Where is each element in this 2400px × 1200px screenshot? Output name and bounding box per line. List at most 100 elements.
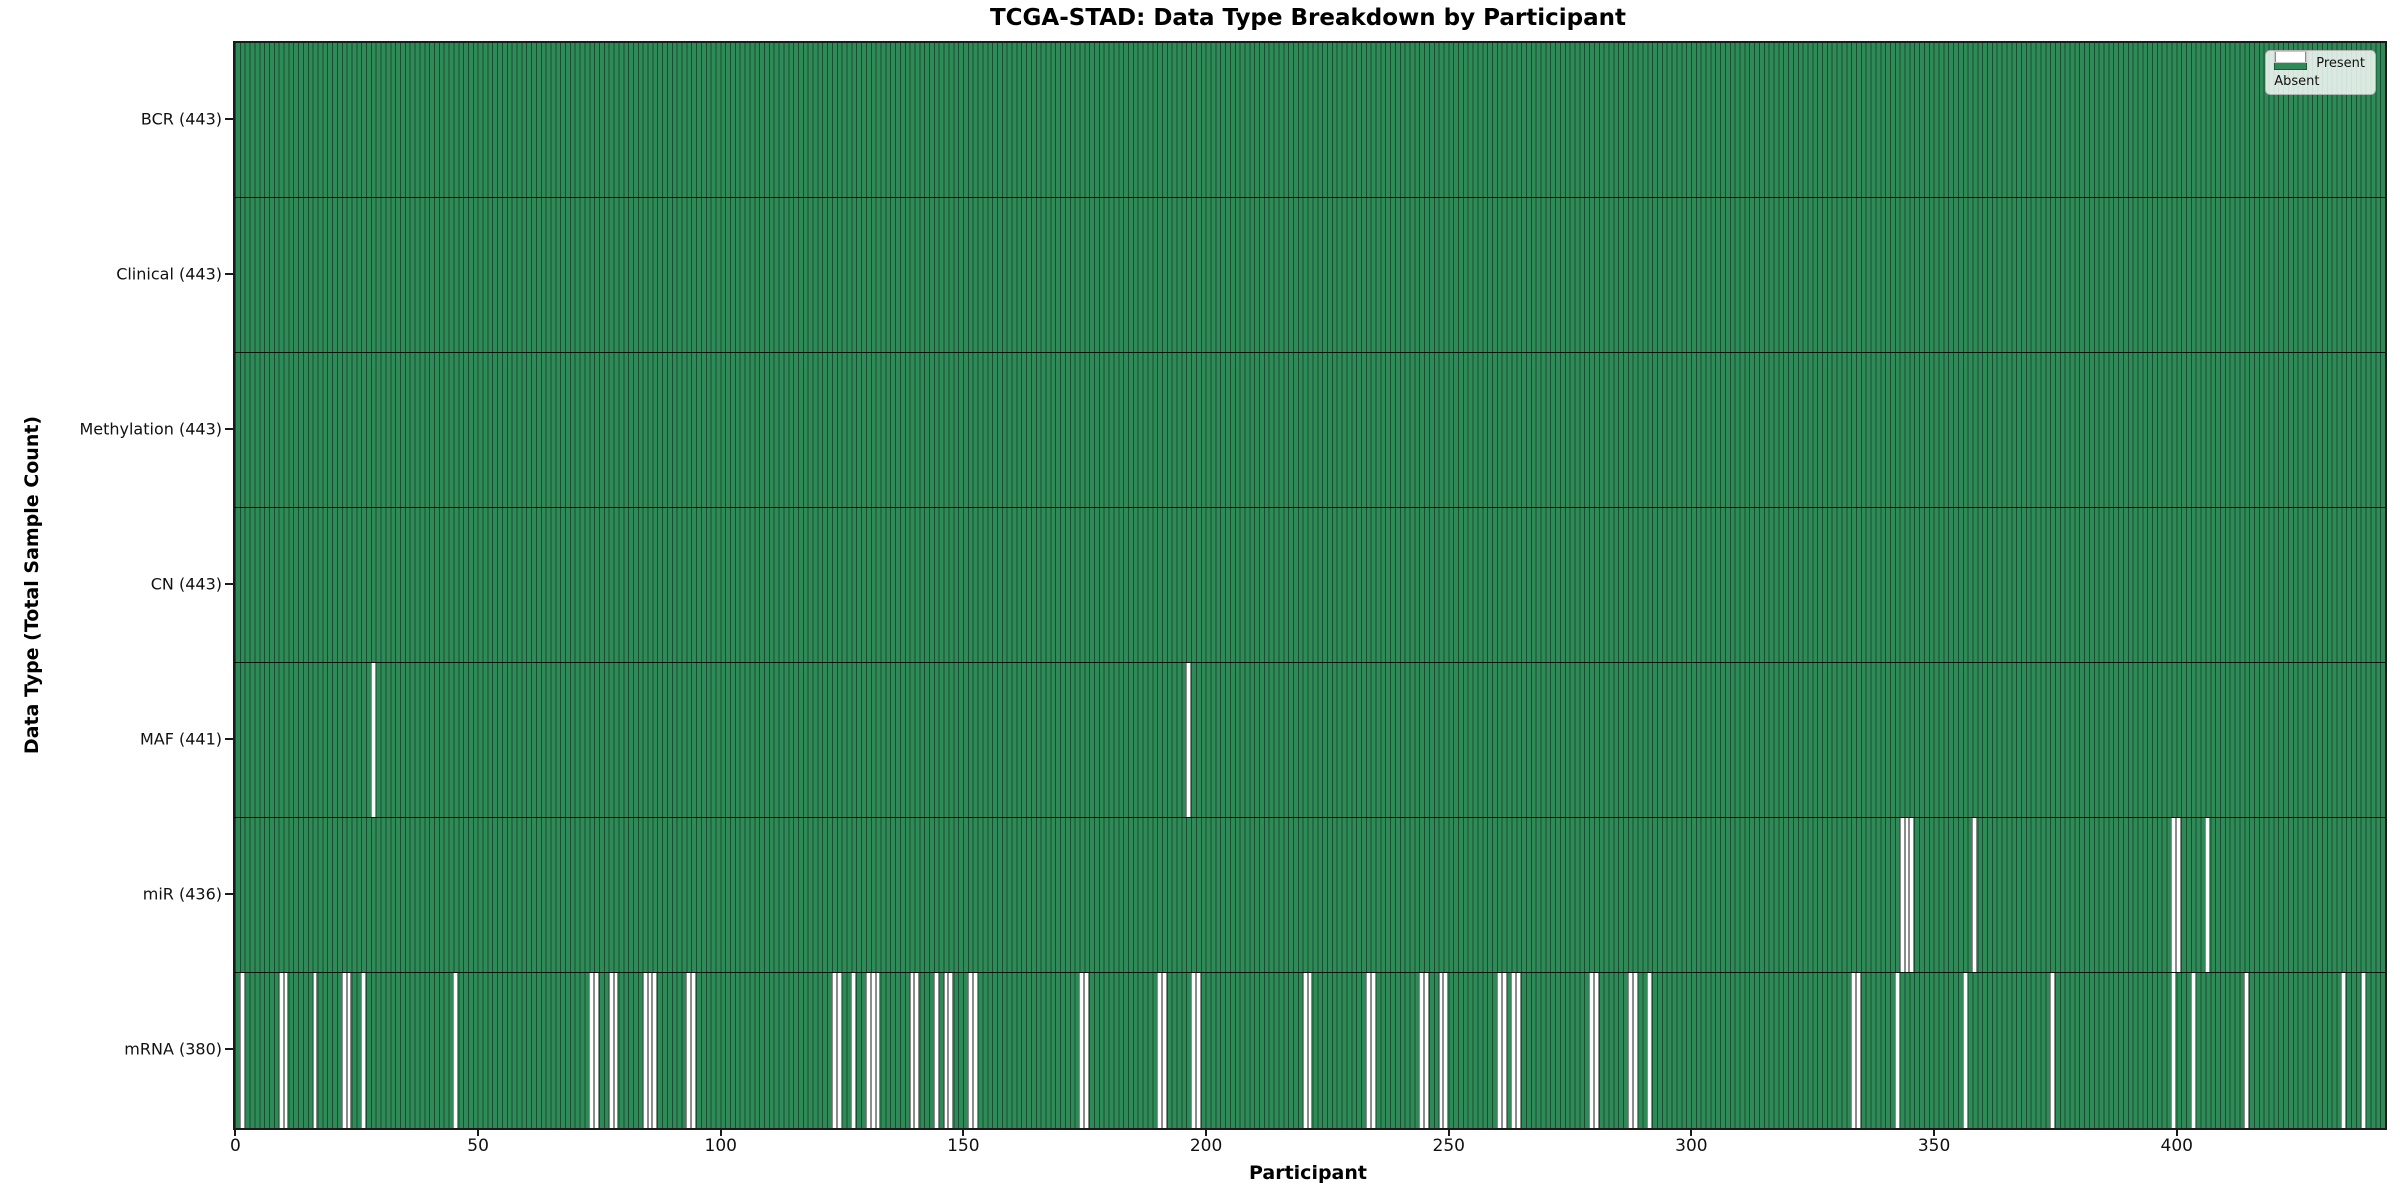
absent-bar bbox=[1161, 973, 1167, 1128]
absent-bar bbox=[2190, 973, 2196, 1128]
absent-bar bbox=[1084, 973, 1090, 1128]
absent-bar bbox=[1307, 973, 1313, 1128]
x-tick-mark bbox=[1205, 1128, 1208, 1136]
absent-bar bbox=[686, 973, 692, 1128]
absent-bar bbox=[1511, 973, 1517, 1128]
absent-bar bbox=[1186, 663, 1192, 817]
row-cn bbox=[235, 508, 2385, 663]
absent-bar bbox=[1365, 973, 1371, 1128]
x-tick-label-150: 150 bbox=[947, 1136, 980, 1156]
y-tick-label-mir: miR (436) bbox=[142, 884, 222, 903]
absent-bar bbox=[1370, 973, 1376, 1128]
absent-bar bbox=[361, 973, 367, 1128]
absent-bar bbox=[933, 973, 939, 1128]
absent-bar bbox=[1632, 973, 1638, 1128]
absent-bar bbox=[2244, 973, 2250, 1128]
absent-bar bbox=[312, 973, 318, 1128]
absent-bar bbox=[1191, 973, 1196, 1128]
absent-bar bbox=[1593, 973, 1599, 1128]
y-tick-label-maf: MAF (441) bbox=[139, 729, 222, 748]
chart-title: TCGA-STAD: Data Type Breakdown by Partic… bbox=[989, 5, 1626, 31]
absent-bar bbox=[972, 973, 978, 1128]
absent-bar bbox=[1855, 973, 1861, 1128]
absent-bar bbox=[594, 973, 599, 1128]
y-tick-label-mrna: mRNA (380) bbox=[124, 1039, 222, 1058]
x-tick-mark bbox=[1933, 1128, 1936, 1136]
row-mrna bbox=[235, 973, 2385, 1128]
absent-bar bbox=[2205, 818, 2211, 972]
absent-bar bbox=[2171, 973, 2177, 1128]
absent-bar bbox=[1904, 818, 1910, 972]
absent-bar bbox=[642, 973, 648, 1128]
absent-bar bbox=[239, 973, 245, 1128]
absent-bar bbox=[1647, 973, 1653, 1128]
x-tick-mark bbox=[477, 1128, 480, 1136]
x-tick-mark bbox=[234, 1128, 237, 1136]
y-tick-mark bbox=[225, 1047, 233, 1050]
absent-bar bbox=[1302, 973, 1308, 1128]
y-tick-label-cn: CN (443) bbox=[150, 574, 222, 593]
x-axis-label: Participant bbox=[1248, 1162, 1367, 1184]
x-tick-mark bbox=[1690, 1128, 1693, 1136]
absent-bar bbox=[914, 973, 920, 1128]
absent-bar bbox=[652, 973, 658, 1128]
x-tick-label-50: 50 bbox=[467, 1136, 489, 1156]
absent-bar bbox=[2360, 973, 2366, 1128]
absent-bar bbox=[1899, 818, 1905, 972]
absent-bar bbox=[1157, 973, 1162, 1128]
row-maf bbox=[235, 663, 2385, 818]
x-tick-mark bbox=[719, 1128, 722, 1136]
absent-bar bbox=[1501, 973, 1507, 1128]
absent-bar bbox=[831, 973, 837, 1128]
absent-bar bbox=[1496, 973, 1502, 1128]
absent-bar bbox=[283, 973, 289, 1128]
x-tick-label-400: 400 bbox=[2160, 1136, 2193, 1156]
absent-bar bbox=[1909, 818, 1915, 972]
absent-bar bbox=[1079, 973, 1085, 1128]
absent-bar bbox=[1972, 818, 1978, 972]
x-tick-mark bbox=[962, 1128, 965, 1136]
row-methylation bbox=[235, 353, 2385, 508]
absent-bar bbox=[870, 973, 876, 1128]
legend: Present Absent bbox=[2265, 50, 2376, 95]
absent-bar bbox=[1195, 973, 1201, 1128]
y-tick-mark bbox=[225, 892, 233, 895]
absent-bar bbox=[1627, 973, 1633, 1128]
y-tick-label-clinical: Clinical (443) bbox=[116, 264, 222, 283]
absent-bar bbox=[2341, 973, 2347, 1128]
absent-bar bbox=[691, 973, 697, 1128]
absent-bar bbox=[1438, 973, 1444, 1128]
x-tick-label-300: 300 bbox=[1675, 1136, 1708, 1156]
absent-bar bbox=[865, 973, 871, 1128]
legend-label: Absent bbox=[2274, 74, 2320, 89]
absent-bar bbox=[967, 973, 973, 1128]
x-tick-label-100: 100 bbox=[704, 1136, 737, 1156]
y-tick-mark bbox=[225, 737, 233, 740]
absent-bar bbox=[943, 973, 949, 1128]
absent-bar bbox=[346, 973, 352, 1128]
x-tick-label-250: 250 bbox=[1432, 1136, 1465, 1156]
absent-bar bbox=[1516, 973, 1522, 1128]
legend-swatch-absent bbox=[2274, 51, 2308, 63]
absent-bar bbox=[1443, 973, 1449, 1128]
absent-bar bbox=[341, 973, 347, 1128]
x-tick-mark bbox=[2175, 1128, 2178, 1136]
absent-bar bbox=[1962, 973, 1968, 1128]
absent-bar bbox=[370, 663, 376, 817]
row-mir bbox=[235, 818, 2385, 973]
absent-bar bbox=[1589, 973, 1594, 1128]
absent-bar bbox=[2171, 818, 2177, 972]
x-tick-label-350: 350 bbox=[1917, 1136, 1951, 1156]
absent-bar bbox=[1851, 973, 1856, 1128]
absent-bar bbox=[2050, 973, 2055, 1128]
absent-bar bbox=[1419, 973, 1425, 1128]
absent-bar bbox=[851, 973, 857, 1128]
y-tick-label-methylation: Methylation (443) bbox=[79, 419, 222, 438]
y-tick-label-bcr: BCR (443) bbox=[140, 109, 222, 128]
absent-bar bbox=[1894, 973, 1900, 1128]
plot-area: Present Absent bbox=[233, 41, 2387, 1130]
absent-bar bbox=[1424, 973, 1429, 1128]
x-tick-label-0: 0 bbox=[230, 1136, 241, 1156]
absent-bar bbox=[278, 973, 284, 1128]
y-tick-mark bbox=[225, 427, 233, 430]
